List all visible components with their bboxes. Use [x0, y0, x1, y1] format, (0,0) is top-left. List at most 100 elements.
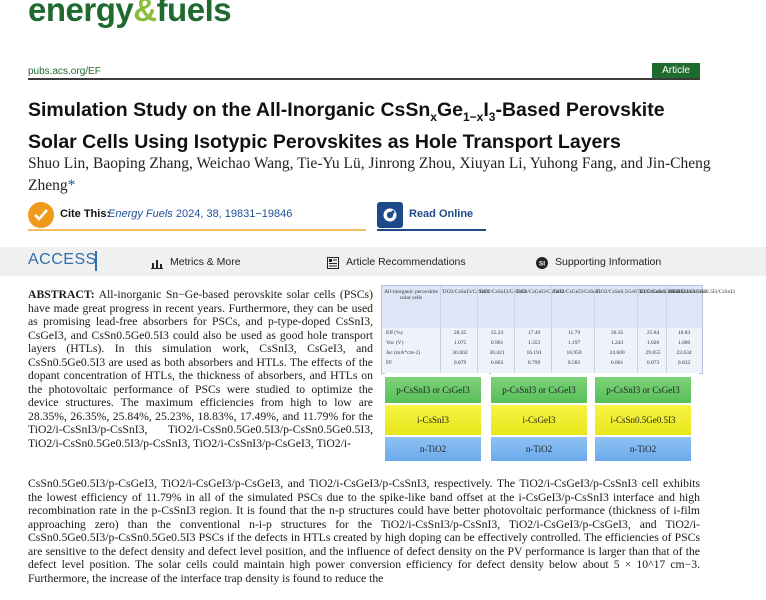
table-column-divider — [594, 286, 595, 373]
n-layer: n-TiO2 — [595, 437, 691, 461]
abstract-heading: ABSTRACT: — [28, 288, 95, 301]
n-layer: n-TiO2 — [491, 437, 587, 461]
title-line-2: Solar Cells Using Isotypic Perovskites a… — [28, 130, 621, 153]
table-value-cell: 25.23 — [490, 330, 504, 336]
table-row-label: FF — [386, 360, 393, 366]
title-subscript: x — [430, 109, 437, 124]
table-value-cell: 28.35 — [453, 330, 467, 336]
author-list: Shuo Lin, Baoping Zhang, Weichao Wang, T… — [28, 153, 718, 197]
table-column-divider — [637, 286, 638, 373]
title-part: I — [483, 99, 489, 121]
abstract-graphic: All-inorganic perovskite solar cells TiO2… — [381, 285, 735, 472]
absorber-layer: i-CsGeI3 — [491, 405, 587, 435]
table-column-divider — [666, 286, 667, 373]
abstract-text-left: All-inorganic Sn−Ge-based perovskite sol… — [28, 288, 373, 450]
article-icon — [327, 256, 339, 274]
table-row-label: Eff (%) — [386, 330, 403, 336]
authors-text[interactable]: Shuo Lin, Baoping Zhang, Weichao Wang, T… — [28, 155, 711, 194]
table-value-cell: 0.863 — [490, 360, 504, 366]
table-column-divider — [477, 286, 478, 373]
title-subscript: 1−x — [463, 109, 484, 124]
cite-this[interactable]: Cite This: Energy Fuels 2024, 38, 19831−… — [28, 202, 366, 231]
table-row-label: Jsc (mA*cm-2) — [386, 350, 421, 356]
absorber-layer: i-CsSn0.5Ge0.5I3 — [595, 405, 691, 435]
absorber-layer: i-CsSnI3 — [385, 405, 481, 435]
performance-table-header — [382, 286, 702, 328]
metrics-link[interactable]: Metrics & More — [170, 256, 241, 268]
table-value-cell: 29.655 — [645, 350, 661, 356]
table-column-divider — [514, 286, 515, 373]
cite-underline — [28, 229, 366, 231]
journal-url[interactable]: pubs.acs.org/EF — [28, 66, 101, 77]
device-stack: p-CsSnI3 or CsGeI3 i-CsSn0.5Ge0.5I3 n-TiO2 — [595, 373, 699, 471]
logo-text-energy: energy — [28, 0, 134, 28]
table-header-cell: All-inorganic perovskite solar cells — [384, 289, 438, 301]
table-value-cell: 26.35 — [610, 330, 624, 336]
table-header-cell: TiO2/CsSn0.5Ge0.5I3/CsSn0.5Ge0.5I3 — [596, 289, 683, 295]
table-value-cell: 1.000 — [677, 340, 691, 346]
p-layer: p-CsSnI3 or CsGeI3 — [595, 377, 691, 403]
abstract-paragraph: ABSTRACT: All-inorganic Sn−Ge-based pero… — [28, 288, 373, 450]
table-value-cell: 0.879 — [453, 360, 467, 366]
device-stack: p-CsSnI3 or CsGeI3 i-CsSnI3 n-TiO2 — [385, 373, 489, 471]
n-layer: n-TiO2 — [385, 437, 481, 461]
article-type-badge: Article — [652, 63, 700, 78]
device-stack: p-CsSnI3 or CsGeI3 i-CsGeI3 n-TiO2 — [491, 373, 595, 471]
corresponding-author-mark[interactable]: * — [67, 177, 76, 194]
table-value-cell: 1.075 — [453, 340, 467, 346]
cite-reference[interactable]: Energy Fuels 2024, 38, 19831−19846 — [108, 208, 292, 220]
title-part: Simulation Study on the All-Inorganic Cs… — [28, 99, 431, 121]
logo-ampersand: & — [133, 0, 157, 28]
table-value-cell: 0.961 — [490, 340, 504, 346]
table-value-cell: 18.83 — [677, 330, 691, 336]
logo-text-fuels: fuels — [156, 0, 232, 28]
checkmark-icon — [28, 202, 54, 228]
recommendations-link[interactable]: Article Recommendations — [346, 256, 466, 268]
table-value-cell: 22.634 — [676, 350, 692, 356]
table-value-cell: 0.861 — [610, 360, 624, 366]
table-value-cell: 30.421 — [489, 350, 505, 356]
performance-table: All-inorganic perovskite solar cells TiO2… — [381, 285, 735, 374]
table-header-cell: TiO2/CsSnI3/CsSnI3 — [442, 289, 489, 295]
read-online-underline — [377, 229, 486, 231]
table-value-cell: 17.49 — [527, 330, 541, 336]
table-value-cell: 1.243 — [610, 340, 624, 346]
table-header-cell: TiO2/CsSnI3/CsGeI3 — [479, 289, 527, 295]
table-value-cell: 16.191 — [526, 350, 542, 356]
svg-text:SI: SI — [539, 261, 545, 268]
table-value-cell: 1.020 — [646, 340, 660, 346]
access-label: ACCESS — [28, 251, 97, 268]
bar-chart-icon — [151, 256, 163, 274]
table-value-cell: 25.84 — [646, 330, 660, 336]
supporting-info-icon: SI — [536, 256, 548, 274]
header-divider — [28, 78, 700, 80]
journal-logo[interactable]: energy&fuels — [28, 0, 232, 29]
table-value-cell: 0.582 — [567, 360, 581, 366]
acs-logo-icon — [377, 202, 403, 228]
table-header-cell: TiO2/CsSn0.5Ge0.5I3/CsGeI3 — [639, 289, 707, 295]
cite-volume: 2024, 38, 19831−19846 — [172, 208, 293, 220]
access-divider — [95, 251, 97, 271]
table-value-cell: 0.799 — [527, 360, 541, 366]
table-header-cell: TiO2/CsGeI3/CsSnI3 — [553, 289, 601, 295]
table-value-cell: 0.832 — [677, 360, 691, 366]
access-bar — [0, 247, 766, 276]
title-subscript: 3 — [488, 109, 496, 124]
table-header-cell: TiO2/CsSn0.5Ge0.5I3/CsSnI3 — [668, 289, 735, 295]
table-header-cell: TiO2/CsGeI3/CsGeI3 — [516, 289, 565, 295]
table-value-cell: 1.353 — [527, 340, 541, 346]
read-online-button[interactable]: Read Online — [377, 202, 486, 231]
p-layer: p-CsSnI3 or CsGeI3 — [491, 377, 587, 403]
table-row-label: Voc (V) — [386, 340, 404, 346]
table-value-cell: 11.79 — [567, 330, 581, 336]
p-layer: p-CsSnI3 or CsGeI3 — [385, 377, 481, 403]
read-online-label: Read Online — [409, 208, 474, 220]
title-part: Ge — [436, 99, 463, 121]
table-column-divider — [551, 286, 552, 373]
supporting-info-link[interactable]: Supporting Information — [555, 256, 662, 268]
title-part: -Based Perovskite — [495, 99, 665, 121]
table-value-cell: 16.950 — [566, 350, 582, 356]
table-value-cell: 24.600 — [609, 350, 625, 356]
table-column-divider — [440, 286, 441, 373]
abstract-continuation: CsSn0.5Ge0.5I3/p-CsGeI3, TiO2/i-CsGeI3/p… — [28, 477, 700, 585]
